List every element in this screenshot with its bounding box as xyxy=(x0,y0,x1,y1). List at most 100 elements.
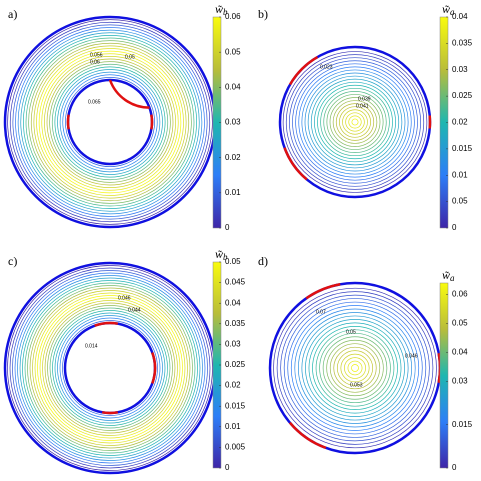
contour-line xyxy=(65,77,155,167)
contour-line xyxy=(314,81,396,163)
contour-line xyxy=(32,290,188,446)
colorbar-tick-label: 0.06 xyxy=(452,290,468,299)
contour-line xyxy=(276,291,434,445)
contour-label: 0.014 xyxy=(85,343,98,349)
colorbar-label-sub: a xyxy=(450,7,455,17)
contour-line xyxy=(304,72,406,172)
colorbar-tick-label: 0 xyxy=(225,463,230,472)
contour-line xyxy=(17,29,203,215)
contour-line xyxy=(59,317,161,419)
contour-line xyxy=(347,360,363,376)
contour-line xyxy=(312,326,398,411)
contour-line xyxy=(326,94,384,150)
contour-line xyxy=(28,40,192,204)
panel-label: c) xyxy=(8,254,17,268)
contour-line xyxy=(301,69,409,175)
colorbar-tick-label: 0.015 xyxy=(452,144,473,153)
contour-line xyxy=(320,87,390,157)
contour-line xyxy=(49,61,171,183)
red-boundary xyxy=(94,321,119,327)
contour-line xyxy=(52,310,168,426)
red-boundary xyxy=(288,421,327,450)
contour-line xyxy=(33,45,187,199)
contour-line xyxy=(323,91,387,153)
colorbar-tick-label: 0.04 xyxy=(452,347,468,356)
contour-line xyxy=(297,312,413,424)
contour-line xyxy=(305,319,405,417)
colorbar-tick-label: 0.015 xyxy=(225,401,246,410)
colorbar-tick-label: 0.03 xyxy=(452,65,468,74)
contour-line xyxy=(19,277,201,459)
contour-line xyxy=(42,300,178,436)
colorbar-tick-label: 0.005 xyxy=(225,443,246,452)
colorbar-tick-label: 0.01 xyxy=(452,170,468,179)
colorbar-tick-label: 0 xyxy=(452,223,457,232)
contour-label: 0.044 xyxy=(128,307,141,313)
contour-line xyxy=(9,267,211,469)
contour-line xyxy=(62,74,158,170)
contour-line xyxy=(57,69,163,175)
contour-line xyxy=(54,66,166,178)
red-boundary xyxy=(288,55,319,86)
panel: d) 0.07 0.05 0.046 0.053 0 0.015 0.03 0.04 0.05 0.… xyxy=(258,254,473,472)
red-boundary xyxy=(151,352,157,384)
colorbar-tick-label: 0.05 xyxy=(452,319,468,328)
colorbar-tick-label: 0.02 xyxy=(452,118,468,127)
contour-line xyxy=(51,63,169,181)
panel: a)0.0560.060.050.06500.010.020.030.040.0… xyxy=(3,2,241,232)
red-boundary xyxy=(305,283,341,300)
colorbar-tick-label: 0.025 xyxy=(452,91,473,100)
contour-line xyxy=(17,275,203,461)
contour-line xyxy=(44,302,176,434)
contour-line xyxy=(47,305,173,431)
panel-label: b) xyxy=(258,7,268,21)
contour-label: 0.05 xyxy=(346,329,356,335)
contour-line xyxy=(12,24,208,220)
contour-line xyxy=(290,305,420,431)
panel: c) 0.046 0.044 0.014 0 0.005 0.01 0.015 0.02 0.02… xyxy=(3,247,246,475)
contour-line xyxy=(12,270,208,466)
contour-line xyxy=(14,272,206,464)
colorbar-label-main: w̃ xyxy=(442,2,450,16)
contour-label: 0.06 xyxy=(90,59,100,65)
contour-line xyxy=(285,54,425,190)
panel-label: a) xyxy=(8,7,17,21)
contour-line xyxy=(289,57,421,187)
colorbar-tick-label: 0.05 xyxy=(225,257,241,266)
contour-label: 0.046 xyxy=(118,295,131,301)
contour-line xyxy=(329,343,381,393)
contour-line xyxy=(351,118,359,126)
contour-line xyxy=(348,115,362,129)
contour-line xyxy=(329,97,381,147)
contour-line xyxy=(27,285,193,451)
inner-boundary xyxy=(66,78,154,166)
contour-line xyxy=(37,295,183,441)
contour-line xyxy=(336,350,374,386)
colorbar-tick-label: 0.035 xyxy=(225,319,246,328)
contour-label: 0.05 xyxy=(125,54,135,60)
contour-line xyxy=(7,19,213,225)
contour-line xyxy=(23,35,197,209)
contour-line xyxy=(62,320,158,416)
contour-line xyxy=(46,58,174,186)
contour-line xyxy=(38,50,182,194)
contour-line xyxy=(339,106,371,138)
contour-line xyxy=(39,297,181,439)
contour-label: 0.065 xyxy=(88,99,101,105)
colorbar-tick-label: 0.01 xyxy=(225,422,241,431)
contour-line xyxy=(49,307,171,429)
colorbar-tick-label: 0 xyxy=(452,463,457,472)
red-boundary xyxy=(108,79,150,109)
contour-line xyxy=(310,78,400,166)
contour-line xyxy=(322,336,388,400)
contour-label: 0.07 xyxy=(316,309,326,315)
colorbar-tick-label: 0.03 xyxy=(452,376,468,385)
contour-line xyxy=(295,63,415,181)
contour-line xyxy=(57,315,163,421)
contour-line xyxy=(273,287,437,449)
contour-label: 0.046 xyxy=(405,353,418,359)
contour-line xyxy=(342,109,368,135)
contour-line xyxy=(7,265,213,471)
contour-line xyxy=(59,71,161,173)
contour-line xyxy=(307,75,403,169)
